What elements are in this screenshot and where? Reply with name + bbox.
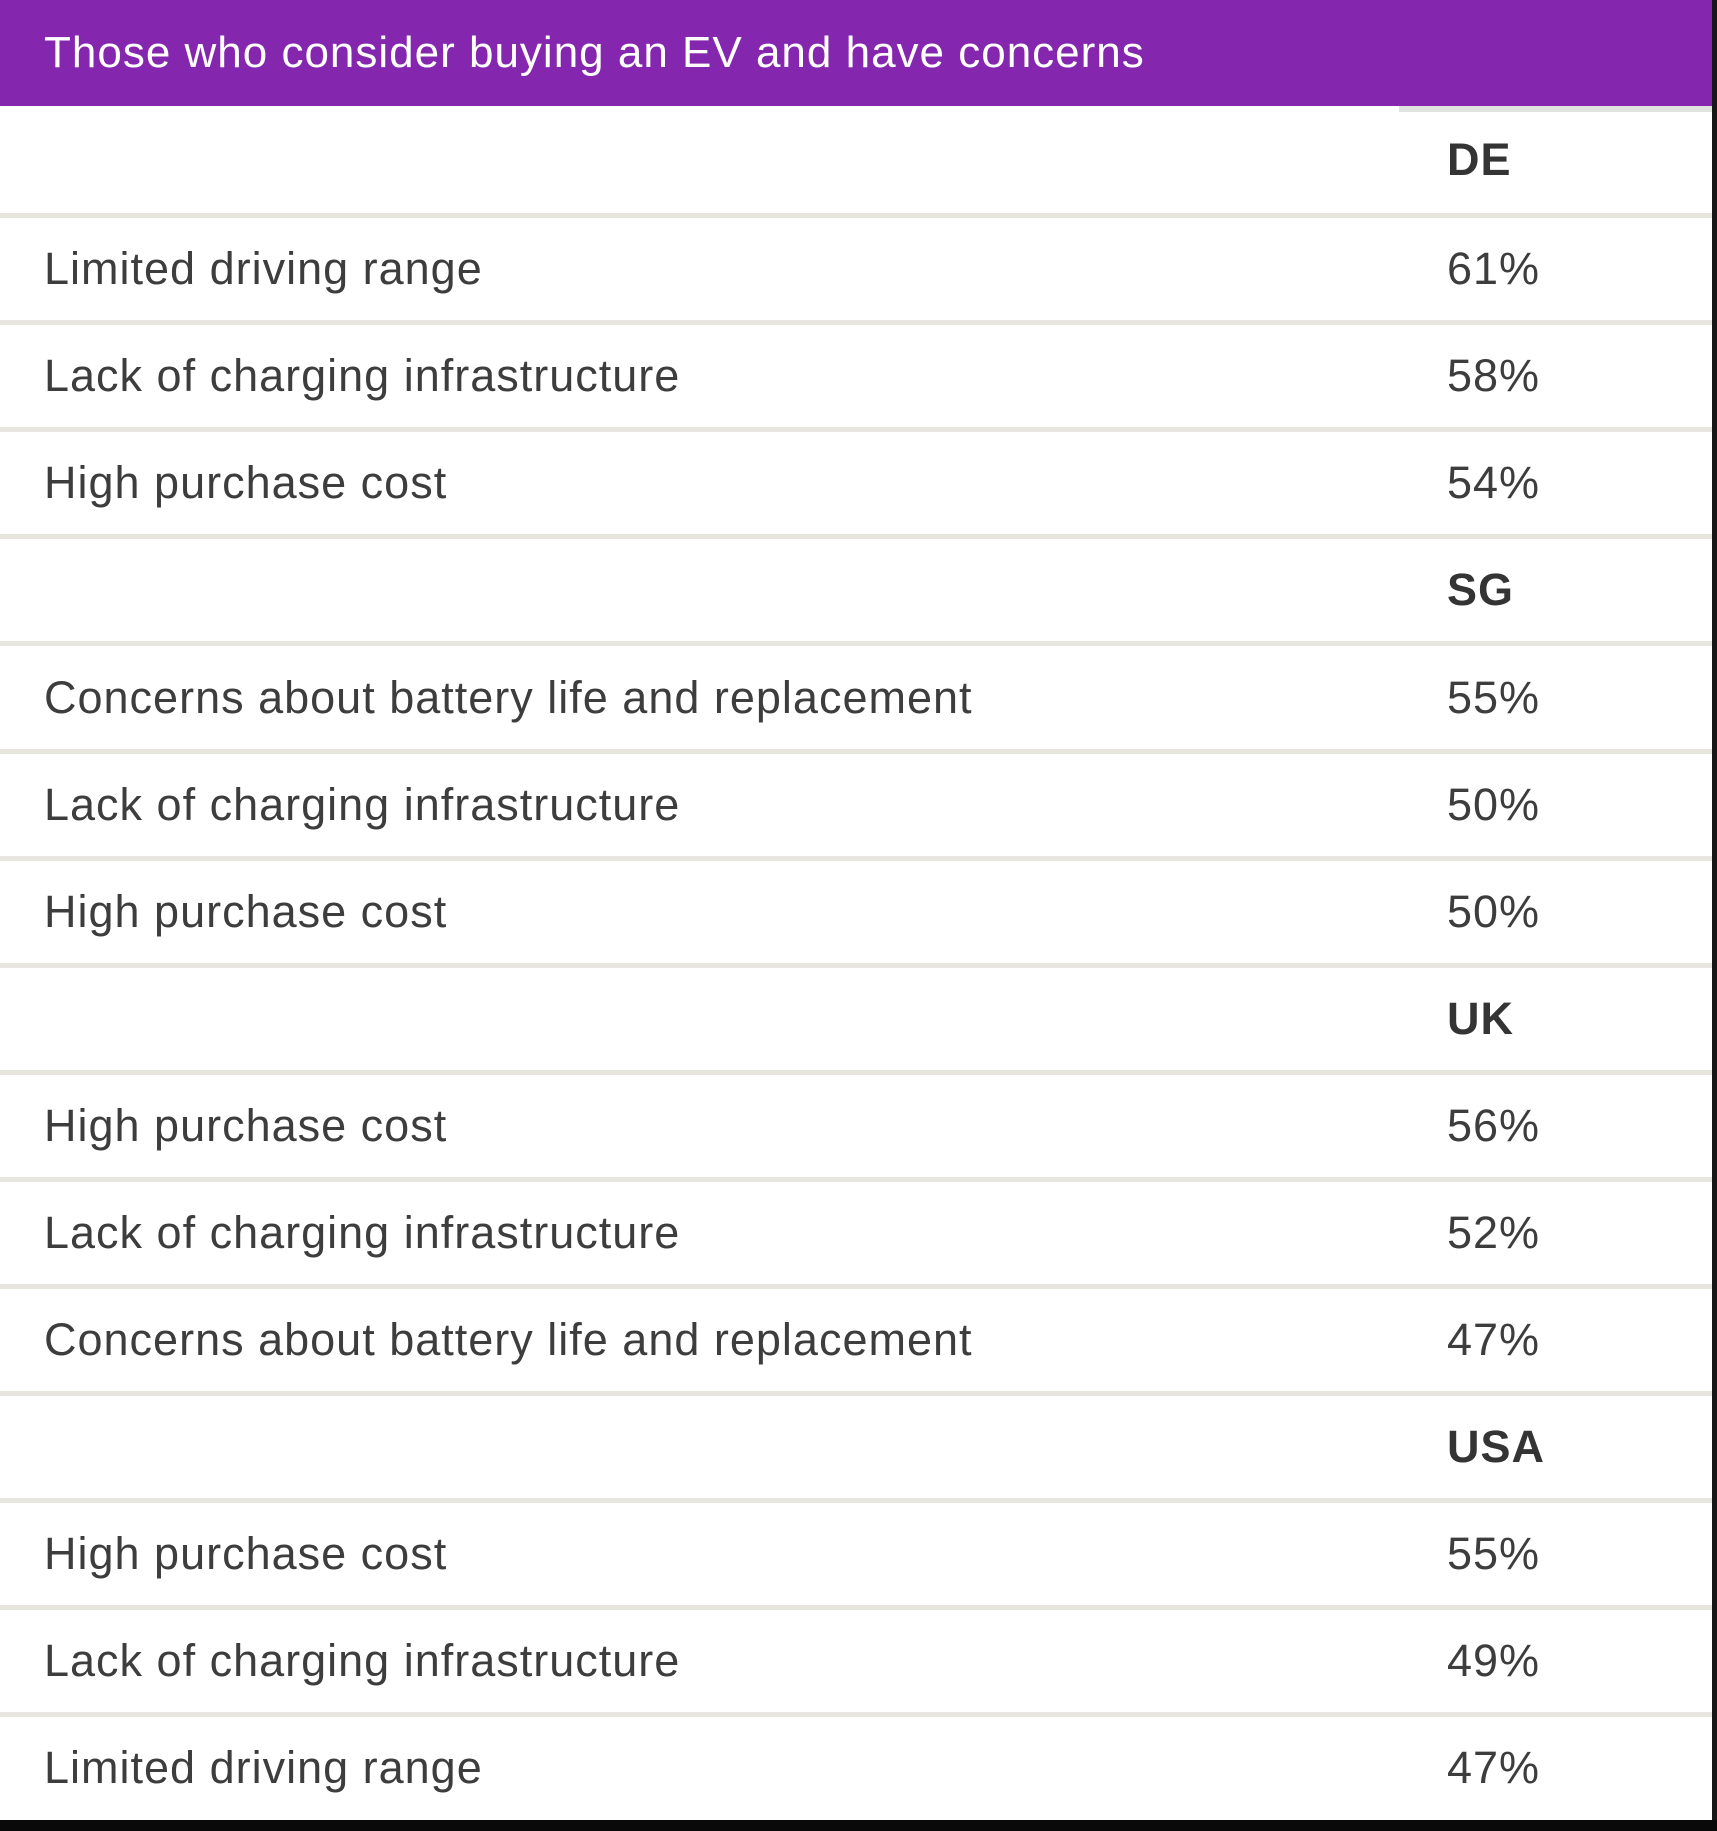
concern-label: Limited driving range <box>44 243 483 295</box>
percent-value: 47% <box>1447 1742 1541 1794</box>
concern-label: Limited driving range <box>44 1742 483 1794</box>
country-label-de: DE <box>1447 133 1512 185</box>
percent-value: 61% <box>1447 243 1541 295</box>
concern-label: High purchase cost <box>44 1528 448 1580</box>
table-body: DE Limited driving range 61% Lack of cha… <box>0 106 1712 1820</box>
concern-label: Lack of charging infrastructure <box>44 1206 681 1258</box>
percent-value: 55% <box>1447 671 1541 723</box>
concern-label: High purchase cost <box>44 885 448 937</box>
country-label-usa: USA <box>1447 1421 1546 1473</box>
concern-label: High purchase cost <box>44 457 448 509</box>
percent-value: 49% <box>1447 1635 1541 1687</box>
title-bar: Those who consider buying an EV and have… <box>0 0 1712 106</box>
percent-value: 50% <box>1447 778 1541 830</box>
value-column-top-border <box>1399 106 1712 112</box>
frame-bottom-edge <box>0 1820 1717 1831</box>
concern-label: Lack of charging infrastructure <box>44 1635 681 1687</box>
percent-value: 58% <box>1447 350 1541 402</box>
country-header-row: DE <box>0 106 1712 213</box>
table-row: Concerns about battery life and replacem… <box>0 641 1712 748</box>
percent-value: 55% <box>1447 1528 1541 1580</box>
concern-label: Concerns about battery life and replacem… <box>44 671 973 723</box>
country-header-row: UK <box>0 962 1712 1070</box>
percent-value: 50% <box>1447 885 1541 937</box>
table-row: Lack of charging infrastructure 49% <box>0 1605 1712 1712</box>
table-row: High purchase cost 54% <box>0 427 1712 534</box>
percent-value: 47% <box>1447 1314 1541 1366</box>
percent-value: 54% <box>1447 457 1541 509</box>
country-header-row: SG <box>0 534 1712 641</box>
table-row: Lack of charging infrastructure 58% <box>0 320 1712 427</box>
frame-right-edge <box>1712 0 1717 1831</box>
table-row: Concerns about battery life and replacem… <box>0 1284 1712 1391</box>
percent-value: 52% <box>1447 1206 1541 1258</box>
concern-label: Lack of charging infrastructure <box>44 778 681 830</box>
country-label-uk: UK <box>1447 992 1514 1044</box>
concern-label: High purchase cost <box>44 1099 448 1151</box>
country-header-row: USA <box>0 1391 1712 1498</box>
table-row: Limited driving range 61% <box>0 213 1712 320</box>
concern-label: Lack of charging infrastructure <box>44 350 681 402</box>
concern-label: Concerns about battery life and replacem… <box>44 1314 973 1366</box>
table-row: High purchase cost 50% <box>0 855 1712 963</box>
table-title: Those who consider buying an EV and have… <box>44 28 1145 77</box>
percent-value: 56% <box>1447 1099 1541 1151</box>
table-row: Lack of charging infrastructure 50% <box>0 748 1712 856</box>
country-label-sg: SG <box>1447 564 1515 616</box>
table-row: High purchase cost 55% <box>0 1498 1712 1605</box>
table-row: High purchase cost 56% <box>0 1069 1712 1177</box>
table-row: Lack of charging infrastructure 52% <box>0 1176 1712 1284</box>
table-row: Limited driving range 47% <box>0 1712 1712 1819</box>
